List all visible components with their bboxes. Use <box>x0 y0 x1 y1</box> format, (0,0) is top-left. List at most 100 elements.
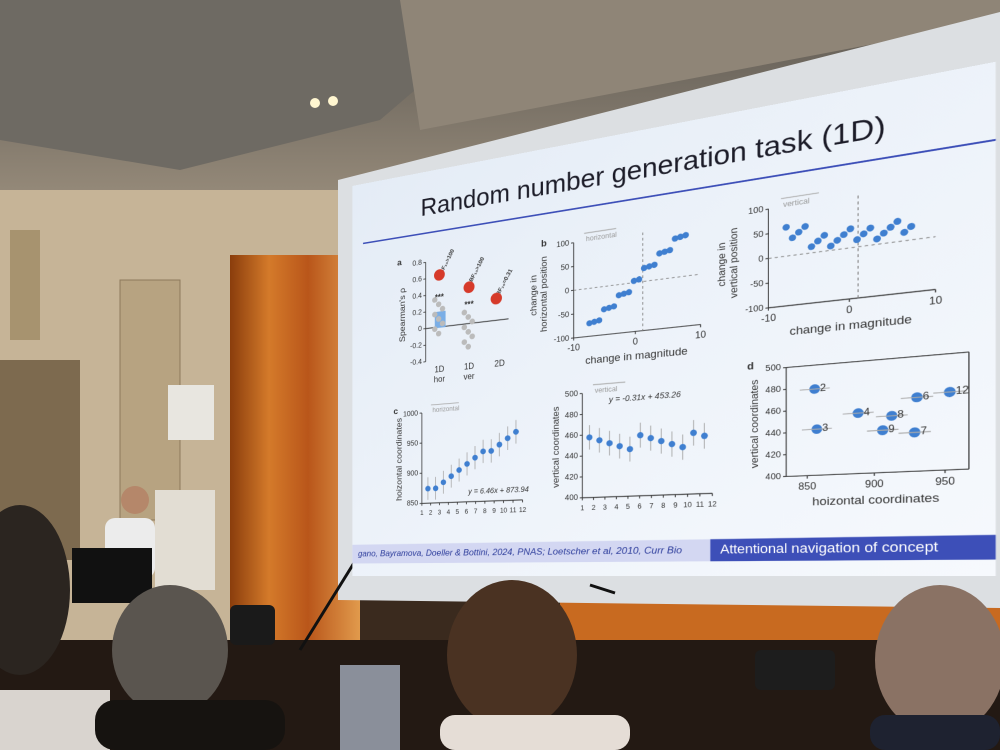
y-tick-label: 0 <box>565 287 570 296</box>
x-tick-label: 900 <box>865 478 884 490</box>
y-tick-label: 0.2 <box>412 309 422 318</box>
y-tick-label: 480 <box>765 386 781 396</box>
x-tick-label: 950 <box>935 475 955 488</box>
y-axis-label: change in <box>529 274 539 316</box>
y-axis-label: hoizontal coordinates <box>395 418 404 501</box>
audience-head <box>112 585 228 715</box>
y-axis-label: vertical coordinates <box>749 379 761 468</box>
y-tick-label: 0.6 <box>412 276 422 285</box>
speaker-cabinet <box>168 385 214 440</box>
y-tick-label: 1000 <box>403 410 418 419</box>
x-axis-label: hoizontal coordinates <box>812 491 940 508</box>
y-tick-label: 500 <box>565 390 578 399</box>
panel-letter: d <box>747 360 754 372</box>
x-tick-label: 6 <box>638 504 643 511</box>
x-tick-label: 12 <box>708 501 718 509</box>
y-tick-label: -100 <box>554 335 570 345</box>
x-tick-label: 2 <box>429 510 433 517</box>
y-axis-label: change in <box>716 241 728 287</box>
x-tick-label: 10 <box>695 329 706 341</box>
x-tick-label: 8 <box>661 503 666 510</box>
x-tick-label: -10 <box>567 342 580 354</box>
point-label: 6 <box>923 390 929 402</box>
x-tick-label: 9 <box>492 508 496 515</box>
x-tick-label: 3 <box>603 505 608 512</box>
x-tick-label: 6 <box>465 509 469 516</box>
x-tick-label: 0 <box>633 336 638 347</box>
audience-head <box>0 505 70 675</box>
x-tick-label: 10 <box>500 508 508 515</box>
ceiling-panel <box>0 0 520 170</box>
audience-shirt <box>440 715 630 750</box>
x-tick-label: 11 <box>510 507 518 514</box>
audience-shirt <box>95 700 285 750</box>
category-label: 1D <box>464 361 475 372</box>
y-axis-label: Spearman's ρ <box>398 287 407 343</box>
phone <box>755 650 835 690</box>
point-label: 8 <box>897 408 903 420</box>
y-tick-label: 460 <box>765 407 781 417</box>
y-tick-label: 0.8 <box>412 259 422 268</box>
x-tick-label: 0 <box>846 304 852 316</box>
panel-letter: c <box>393 406 398 416</box>
point-label: 12 <box>956 384 969 397</box>
poster <box>340 665 400 750</box>
y-tick-label: 460 <box>565 432 578 441</box>
y-tick-label: 900 <box>407 470 418 478</box>
microphone <box>589 583 616 595</box>
x-tick-label: 3 <box>438 510 442 517</box>
y-tick-label: 0.4 <box>412 292 422 301</box>
x-tick-label: 9 <box>673 502 678 509</box>
x-tick-label: 1 <box>580 505 585 512</box>
y-tick-label: 420 <box>565 473 578 482</box>
x-tick-label: 10 <box>683 502 692 510</box>
y-tick-label: 400 <box>565 494 578 503</box>
ceiling-light <box>328 96 338 106</box>
audience-shirt <box>0 690 110 750</box>
y-tick-label: 0 <box>418 326 422 334</box>
x-tick-label: -10 <box>761 312 776 325</box>
y-tick-label: -0.2 <box>410 342 422 351</box>
panel-letter: a <box>397 258 402 268</box>
x-tick-label: 7 <box>474 509 478 516</box>
x-tick-label: 5 <box>456 509 460 516</box>
y-axis-label: vertical position <box>728 227 740 299</box>
x-tick-label: 4 <box>614 504 619 511</box>
x-tick-label: 12 <box>519 507 527 514</box>
speaker-head <box>121 486 149 514</box>
ceiling-light <box>310 98 320 108</box>
y-tick-label: 440 <box>765 429 781 439</box>
y-tick-label: 850 <box>407 500 418 508</box>
point-label: 7 <box>920 425 926 437</box>
audience-head <box>875 585 1000 735</box>
point-label: 2 <box>820 382 826 394</box>
y-tick-label: 500 <box>765 364 781 374</box>
lectern <box>155 490 215 590</box>
category-label: hor <box>434 374 446 385</box>
y-tick-label: 50 <box>561 263 570 272</box>
x-tick-label: 8 <box>483 508 487 515</box>
panel-letter: b <box>541 238 547 249</box>
axis-note: horizontal <box>433 406 460 415</box>
audience-head <box>447 580 577 730</box>
point-label: 9 <box>888 423 894 435</box>
panel: 500 480 460 440 420 400 850 900 950 vertical coor… <box>747 341 969 508</box>
citation: gano, Bayramova, Doeller & Bottini, 2024… <box>358 545 683 559</box>
slide-background <box>352 61 996 576</box>
y-tick-label: 950 <box>407 440 418 448</box>
x-tick-label: 2 <box>592 505 597 512</box>
y-tick-label: -50 <box>558 311 569 320</box>
y-axis-label: horizontal position <box>539 255 549 332</box>
footer-title: Attentional navigation of concept <box>720 539 938 557</box>
y-tick-label: 440 <box>565 453 578 462</box>
point-label: 3 <box>822 422 828 434</box>
y-tick-label: -0.4 <box>410 359 422 368</box>
y-tick-label: 100 <box>556 240 569 250</box>
y-tick-label: -100 <box>745 304 764 315</box>
x-tick-label: 7 <box>649 503 654 510</box>
annotation: *** <box>464 299 473 310</box>
microphone <box>298 549 364 651</box>
y-axis-label: vertical coordinates <box>551 406 561 488</box>
